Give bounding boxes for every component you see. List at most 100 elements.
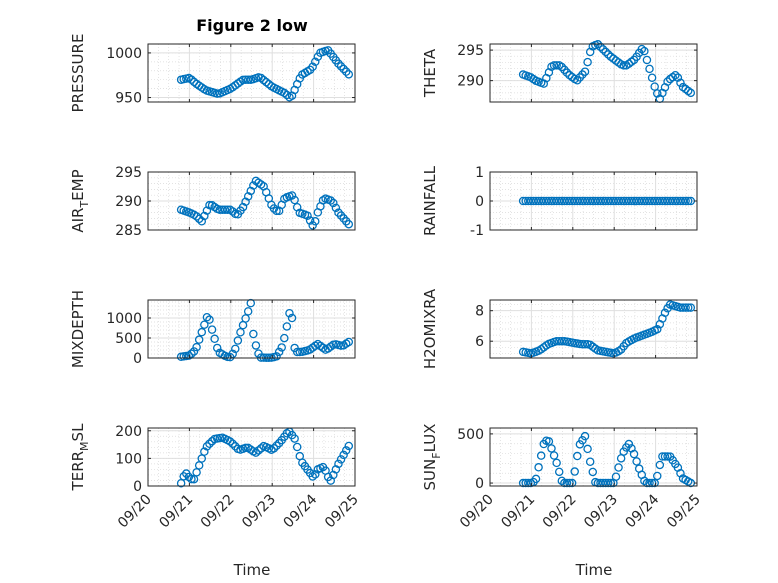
data-point: [645, 64, 654, 74]
data-point: [308, 472, 317, 481]
data-point: [200, 320, 209, 329]
y-tick-label: -1: [470, 223, 484, 239]
data-point: [339, 64, 348, 74]
data-point: [233, 336, 243, 345]
data-point: [179, 472, 188, 481]
figure-title: Figure 2 low: [196, 16, 308, 35]
axes-box: [489, 427, 698, 487]
data-point: [588, 467, 598, 477]
y-tick-label: 200: [115, 424, 142, 440]
data-point: [629, 449, 639, 459]
y-axis-label: TERRMSL: [69, 423, 91, 492]
data-point: [261, 77, 271, 87]
data-point: [570, 467, 579, 476]
data-point: [311, 470, 320, 479]
x-tick-label: 09/22: [540, 492, 580, 532]
data-point: [645, 478, 654, 488]
data-point: [285, 309, 294, 318]
data-point: [536, 451, 546, 460]
data-point: [339, 450, 348, 460]
x-tick-label: 09/24: [281, 491, 321, 531]
data-point: [344, 337, 354, 347]
data-point: [187, 474, 196, 484]
subplot-h2omixra: 6 8 H2OMIXRA: [421, 288, 698, 369]
data-point: [331, 203, 341, 213]
x-tick-label: 09/20: [115, 492, 155, 532]
data-point: [544, 437, 554, 446]
data-point: [686, 88, 696, 98]
data-point: [282, 90, 292, 100]
data-point: [647, 73, 657, 82]
data-point: [311, 57, 320, 67]
x-tick-label: 09/21: [498, 492, 538, 532]
data-point: [308, 62, 317, 72]
data-point: [341, 67, 351, 76]
data-point: [683, 196, 693, 206]
data-point: [290, 434, 299, 443]
x-tick-label: 09/20: [457, 492, 497, 532]
data-point: [272, 441, 281, 450]
data-point: [344, 219, 354, 229]
data-point: [681, 303, 690, 312]
data-point: [562, 478, 572, 488]
y-tick-label: 290: [457, 74, 484, 90]
data-point: [580, 431, 590, 441]
data-point: [681, 196, 690, 206]
data-point: [596, 42, 605, 52]
data-point: [272, 206, 281, 216]
data-point: [557, 476, 567, 486]
data-point: [562, 68, 572, 77]
data-point: [256, 73, 266, 83]
subplot-sun-flux: 0 500 09/20 09/21 09/22 09/23 09/24 09/25 SUNFLU…: [421, 424, 704, 532]
data-point: [671, 71, 680, 80]
data-point: [197, 327, 207, 337]
data-point: [344, 441, 354, 451]
data-point: [583, 57, 592, 67]
data-point: [683, 303, 693, 312]
data-point: [187, 349, 196, 359]
data-point: [205, 200, 214, 210]
data-point: [549, 61, 559, 70]
data-point: [554, 467, 564, 477]
data-point: [567, 478, 577, 488]
subplot-terr-msl: 0 100 200 09/20 09/21 09/22 09/23 09/24 09/25 TER…: [69, 423, 362, 531]
data-point: [305, 216, 315, 225]
y-axis-label: H2OMIXRA: [421, 288, 439, 369]
data-point: [184, 351, 194, 360]
data-point: [280, 88, 289, 98]
data-point: [280, 333, 289, 343]
data-point: [292, 442, 302, 452]
data-point: [580, 67, 590, 76]
data-point: [676, 78, 685, 87]
data-point: [192, 342, 201, 352]
data-point: [614, 463, 623, 472]
data-point: [254, 446, 263, 455]
data-point: [210, 334, 219, 344]
data-point: [531, 474, 541, 484]
data-point: [197, 216, 207, 226]
data-point: [334, 459, 343, 469]
data-point: [326, 196, 335, 205]
axes-box: [147, 43, 356, 103]
data-point: [601, 47, 610, 57]
data-point: [640, 46, 649, 56]
data-point: [243, 75, 253, 84]
y-tick-label: 295: [457, 43, 484, 59]
axes-box: [489, 299, 698, 359]
data-point: [223, 205, 232, 214]
data-point: [287, 191, 297, 200]
y-tick-label: 1000: [106, 46, 142, 62]
data-point: [334, 59, 343, 68]
data-point: [653, 471, 662, 481]
y-axis-label: THETA: [421, 48, 439, 98]
data-point: [598, 45, 608, 54]
data-point: [236, 328, 245, 337]
data-point: [225, 437, 235, 446]
data-point: [329, 198, 338, 208]
y-tick-label: 8: [475, 304, 484, 320]
data-point: [583, 444, 592, 454]
data-point: [287, 313, 297, 323]
y-tick-label: 0: [475, 476, 484, 492]
